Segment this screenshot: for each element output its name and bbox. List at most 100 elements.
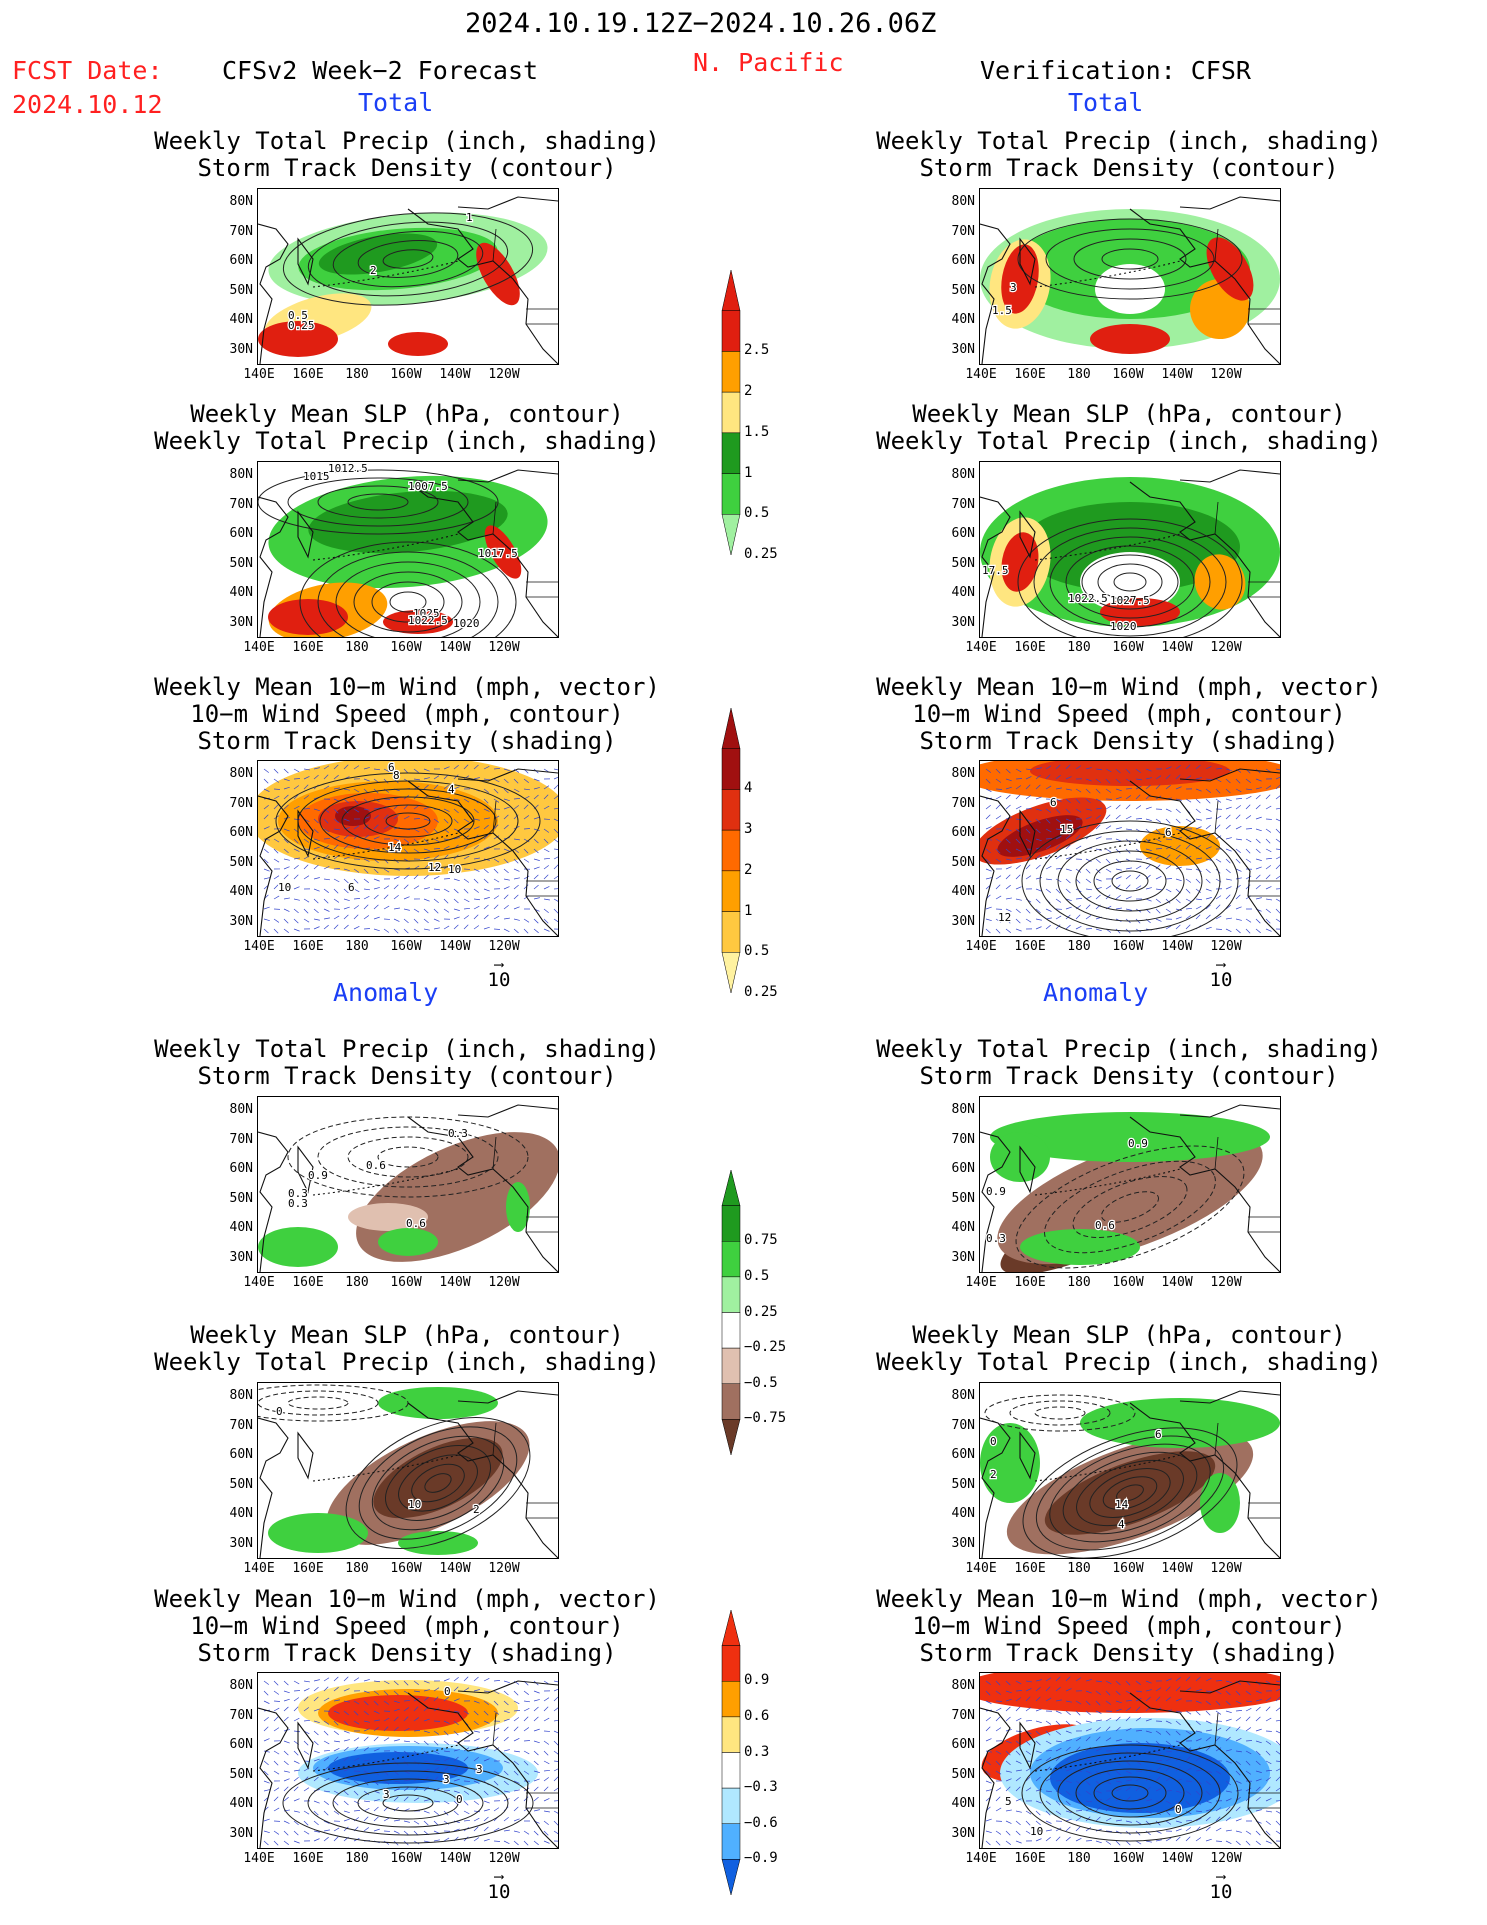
colorbar-label: −0.75 (744, 1410, 787, 1427)
contour-label: 1007.5 (408, 480, 448, 493)
contour-label: 8 (393, 769, 400, 782)
lat-label: 60N (229, 825, 253, 840)
map-svg: 17.5 1022.5 1027.5 1020 (980, 462, 1280, 637)
lon-label: 180 (1067, 1275, 1091, 1290)
lat-label: 70N (229, 1707, 253, 1723)
lon-label: 140E (243, 640, 275, 655)
contour-label: 0 (456, 1793, 463, 1806)
lat-label: 50N (229, 282, 253, 298)
lon-label: 160W (1112, 1851, 1144, 1866)
contour-label: 0 (1175, 1803, 1182, 1816)
panel-title: Weekly Mean SLP (hPa, contour) (190, 400, 624, 428)
lon-label: 140W (1161, 1275, 1193, 1290)
colorbar-precip-anom: 0.75 0.5 0.25 −0.25 −0.5 −0.75 (718, 1170, 786, 1455)
contour-label: 6 (1050, 796, 1057, 809)
lat-label: 40N (951, 1796, 975, 1811)
contour-label: 4 (448, 783, 455, 796)
contour-label: 0 (444, 1685, 451, 1698)
lon-label: 180 (345, 939, 369, 954)
vector-reference-value: 10 (487, 1881, 511, 1903)
lat-label: 40N (229, 1506, 253, 1521)
lat-label: 80N (229, 1678, 253, 1693)
map-panel: 0.9 0.9 0.3 0.6 (979, 1096, 1281, 1273)
lat-label: 80N (229, 1102, 253, 1117)
panel-title: Storm Track Density (contour) (919, 1062, 1339, 1090)
contour-lines (1021, 820, 1239, 936)
panel-title: Storm Track Density (contour) (197, 1062, 617, 1090)
colorbar-label: 1.5 (744, 423, 770, 440)
lat-label: 50N (229, 1190, 253, 1206)
lat-label: 80N (229, 467, 253, 482)
lat-label: 30N (229, 341, 253, 357)
colorbar-label: 0.25 (744, 546, 778, 562)
lon-label: 180 (1067, 939, 1091, 954)
lon-label: 160W (390, 1561, 422, 1576)
contour-label: 12 (998, 911, 1011, 924)
lon-label: 160W (1112, 367, 1144, 382)
lon-label: 120W (1210, 1561, 1242, 1576)
lat-label: 70N (951, 1131, 975, 1147)
lon-label: 120W (488, 367, 520, 382)
contour-label: 3 (383, 1788, 390, 1801)
panel-title: Weekly Total Precip (inch, shading) (876, 1035, 1382, 1063)
contour-label: 1017.5 (478, 547, 518, 560)
lat-label: 30N (951, 1249, 975, 1265)
lat-label: 50N (951, 282, 975, 298)
contour-lines (282, 1762, 534, 1844)
contour-label: 0 (990, 1435, 997, 1448)
lon-label: 140E (965, 939, 997, 954)
lon-label: 180 (1067, 367, 1091, 382)
contour-label: 1022.5 (1068, 592, 1108, 605)
lon-label: 180 (345, 1561, 369, 1576)
lat-label: 40N (229, 1796, 253, 1811)
lon-label: 120W (488, 640, 520, 655)
lat-label: 50N (229, 555, 253, 571)
panel-title: Weekly Total Precip (inch, shading) (154, 427, 660, 455)
contour-label: 0.5 (288, 309, 308, 322)
lat-label: 40N (951, 312, 975, 327)
panel-title: Storm Track Density (shading) (919, 1639, 1339, 1667)
lon-label: 160W (390, 1275, 422, 1290)
lon-label: 160W (390, 367, 422, 382)
lat-label: 80N (951, 467, 975, 482)
lon-label: 160E (292, 640, 324, 655)
contour-label: 0.9 (1128, 1137, 1148, 1150)
lon-label: 140W (439, 1851, 471, 1866)
lon-label: 140E (243, 939, 275, 954)
vector-reference: ⟶ 10 (479, 957, 519, 991)
lat-label: 70N (229, 496, 253, 512)
panel-title: Storm Track Density (contour) (919, 154, 1339, 182)
contour-label: 0.9 (986, 1185, 1006, 1198)
colorbar-label: 2.5 (744, 342, 770, 359)
contour-lines (299, 541, 517, 637)
lon-label: 140W (1161, 939, 1193, 954)
colorbar-label: 0.3 (744, 1743, 770, 1760)
contour-label: 0.6 (366, 1159, 386, 1172)
lon-label: 160E (292, 1275, 324, 1290)
contour-label: 14 (388, 841, 402, 854)
lon-label: 140W (1161, 1561, 1193, 1576)
lat-label: 40N (229, 585, 253, 600)
colorbar-label: 2 (744, 861, 753, 878)
map-svg: 5 10 0 (980, 1673, 1280, 1848)
panel-title: Storm Track Density (shading) (197, 1639, 617, 1667)
lon-label: 180 (1067, 1561, 1091, 1576)
lat-label: 30N (229, 913, 253, 929)
colorbar-label: 1 (744, 464, 753, 481)
coastline (258, 1390, 558, 1558)
lon-label: 120W (488, 939, 520, 954)
lat-label: 60N (951, 1737, 975, 1752)
colorbar-label: 0.5 (744, 943, 770, 960)
lon-label: 180 (1067, 640, 1091, 655)
arrow-icon: ⟶ (494, 957, 504, 973)
contour-label: 2 (990, 1468, 997, 1481)
contour-label: 15 (1060, 823, 1073, 836)
lat-label: 50N (951, 854, 975, 870)
contour-label: 10 (1030, 1825, 1043, 1838)
lon-label: 160W (1112, 939, 1144, 954)
lat-label: 40N (951, 1506, 975, 1521)
lon-label: 180 (345, 367, 369, 382)
coastline (980, 1104, 1280, 1272)
